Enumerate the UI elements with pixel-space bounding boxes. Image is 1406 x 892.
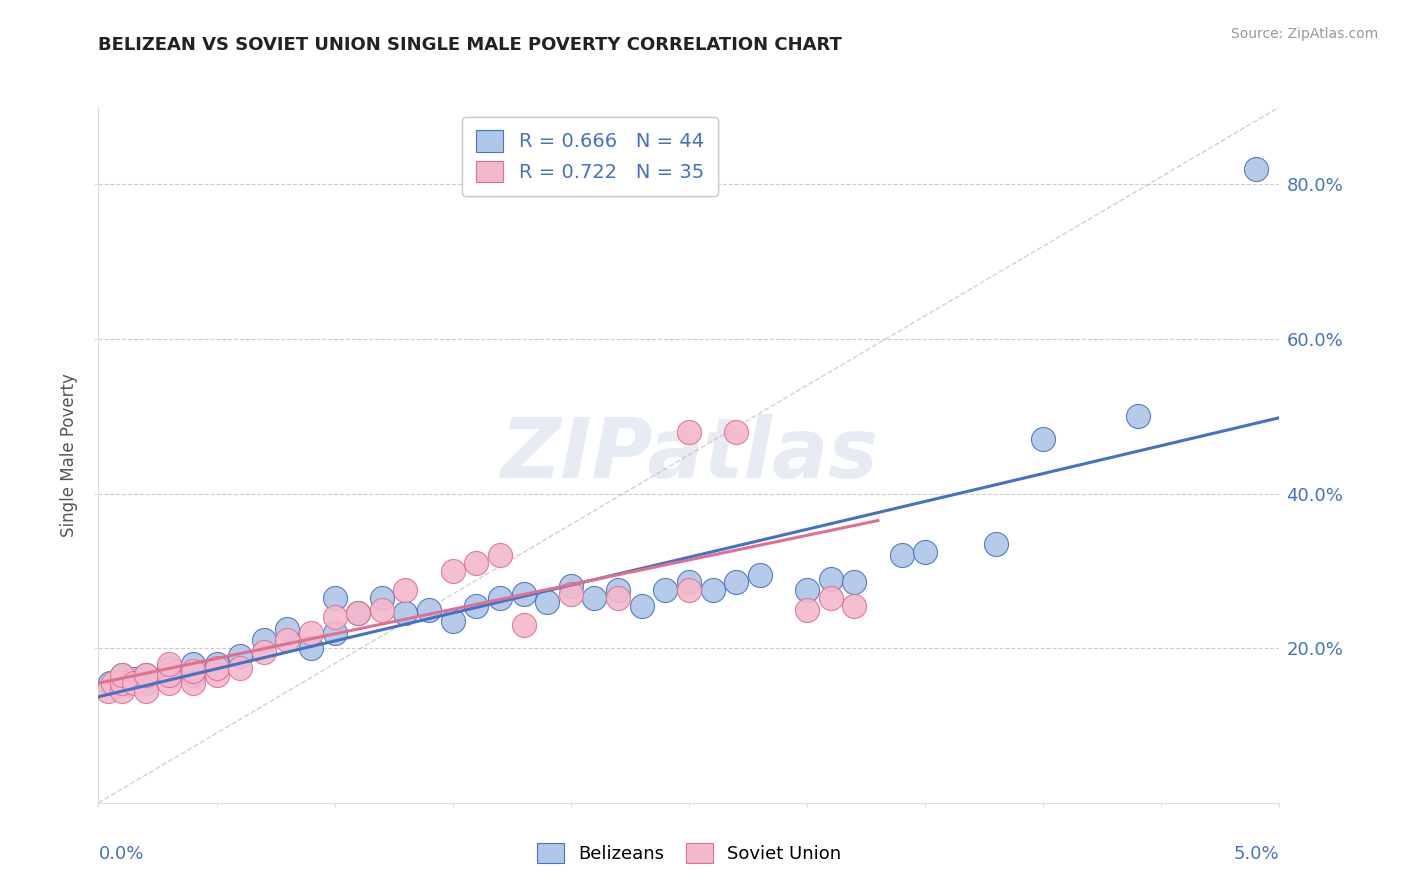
Point <box>560 579 582 593</box>
Point <box>394 607 416 621</box>
Point <box>181 665 204 679</box>
Point <box>323 610 346 624</box>
Point <box>1244 161 1267 176</box>
Point <box>98 676 121 690</box>
Point <box>984 537 1007 551</box>
Point <box>253 633 276 648</box>
Point <box>844 575 866 590</box>
Point <box>607 583 630 598</box>
Point <box>205 668 228 682</box>
Point <box>157 668 180 682</box>
Point <box>299 625 322 640</box>
Point <box>157 668 180 682</box>
Point <box>678 575 700 590</box>
Point <box>630 599 652 613</box>
Point <box>441 564 464 578</box>
Point <box>229 648 252 663</box>
Point <box>122 676 145 690</box>
Point <box>229 660 252 674</box>
Point <box>536 595 558 609</box>
Point <box>135 676 157 690</box>
Point <box>101 676 124 690</box>
Point <box>111 668 134 682</box>
Point <box>97 683 120 698</box>
Point <box>914 544 936 558</box>
Point <box>205 660 228 674</box>
Point <box>560 587 582 601</box>
Point <box>820 591 842 605</box>
Point <box>725 425 748 439</box>
Point <box>122 672 145 686</box>
Point <box>181 668 204 682</box>
Text: ZIPatlas: ZIPatlas <box>501 415 877 495</box>
Legend: Belizeans, Soviet Union: Belizeans, Soviet Union <box>526 832 852 874</box>
Point <box>844 599 866 613</box>
Point <box>1126 409 1149 424</box>
Text: BELIZEAN VS SOVIET UNION SINGLE MALE POVERTY CORRELATION CHART: BELIZEAN VS SOVIET UNION SINGLE MALE POV… <box>98 36 842 54</box>
Text: 5.0%: 5.0% <box>1234 845 1279 863</box>
Point <box>371 591 394 605</box>
Point <box>276 633 298 648</box>
Text: Source: ZipAtlas.com: Source: ZipAtlas.com <box>1230 27 1378 41</box>
Point <box>702 583 724 598</box>
Point <box>678 583 700 598</box>
Point <box>111 676 134 690</box>
Point <box>796 583 818 598</box>
Point <box>1032 433 1054 447</box>
Point <box>607 591 630 605</box>
Point <box>299 641 322 656</box>
Point <box>512 618 534 632</box>
Point <box>181 676 204 690</box>
Point <box>276 622 298 636</box>
Point <box>111 676 134 690</box>
Point <box>820 572 842 586</box>
Point <box>111 683 134 698</box>
Text: 0.0%: 0.0% <box>98 845 143 863</box>
Point <box>347 607 370 621</box>
Point <box>890 549 912 563</box>
Legend: R = 0.666   N = 44, R = 0.722   N = 35: R = 0.666 N = 44, R = 0.722 N = 35 <box>463 117 717 196</box>
Point <box>678 425 700 439</box>
Point <box>157 660 180 674</box>
Point <box>583 591 606 605</box>
Point <box>181 657 204 671</box>
Point <box>465 556 488 570</box>
Point <box>748 567 770 582</box>
Point <box>489 591 512 605</box>
Point <box>135 668 157 682</box>
Point <box>489 549 512 563</box>
Point <box>135 668 157 682</box>
Y-axis label: Single Male Poverty: Single Male Poverty <box>60 373 79 537</box>
Point <box>796 602 818 616</box>
Point <box>111 668 134 682</box>
Point <box>441 614 464 628</box>
Point <box>323 591 346 605</box>
Point <box>205 657 228 671</box>
Point <box>394 583 416 598</box>
Point <box>512 587 534 601</box>
Point <box>654 583 676 598</box>
Point <box>157 657 180 671</box>
Point <box>418 602 440 616</box>
Point <box>157 676 180 690</box>
Point <box>725 575 748 590</box>
Point <box>323 625 346 640</box>
Point <box>371 602 394 616</box>
Point <box>253 645 276 659</box>
Point <box>465 599 488 613</box>
Point <box>347 607 370 621</box>
Point <box>135 683 157 698</box>
